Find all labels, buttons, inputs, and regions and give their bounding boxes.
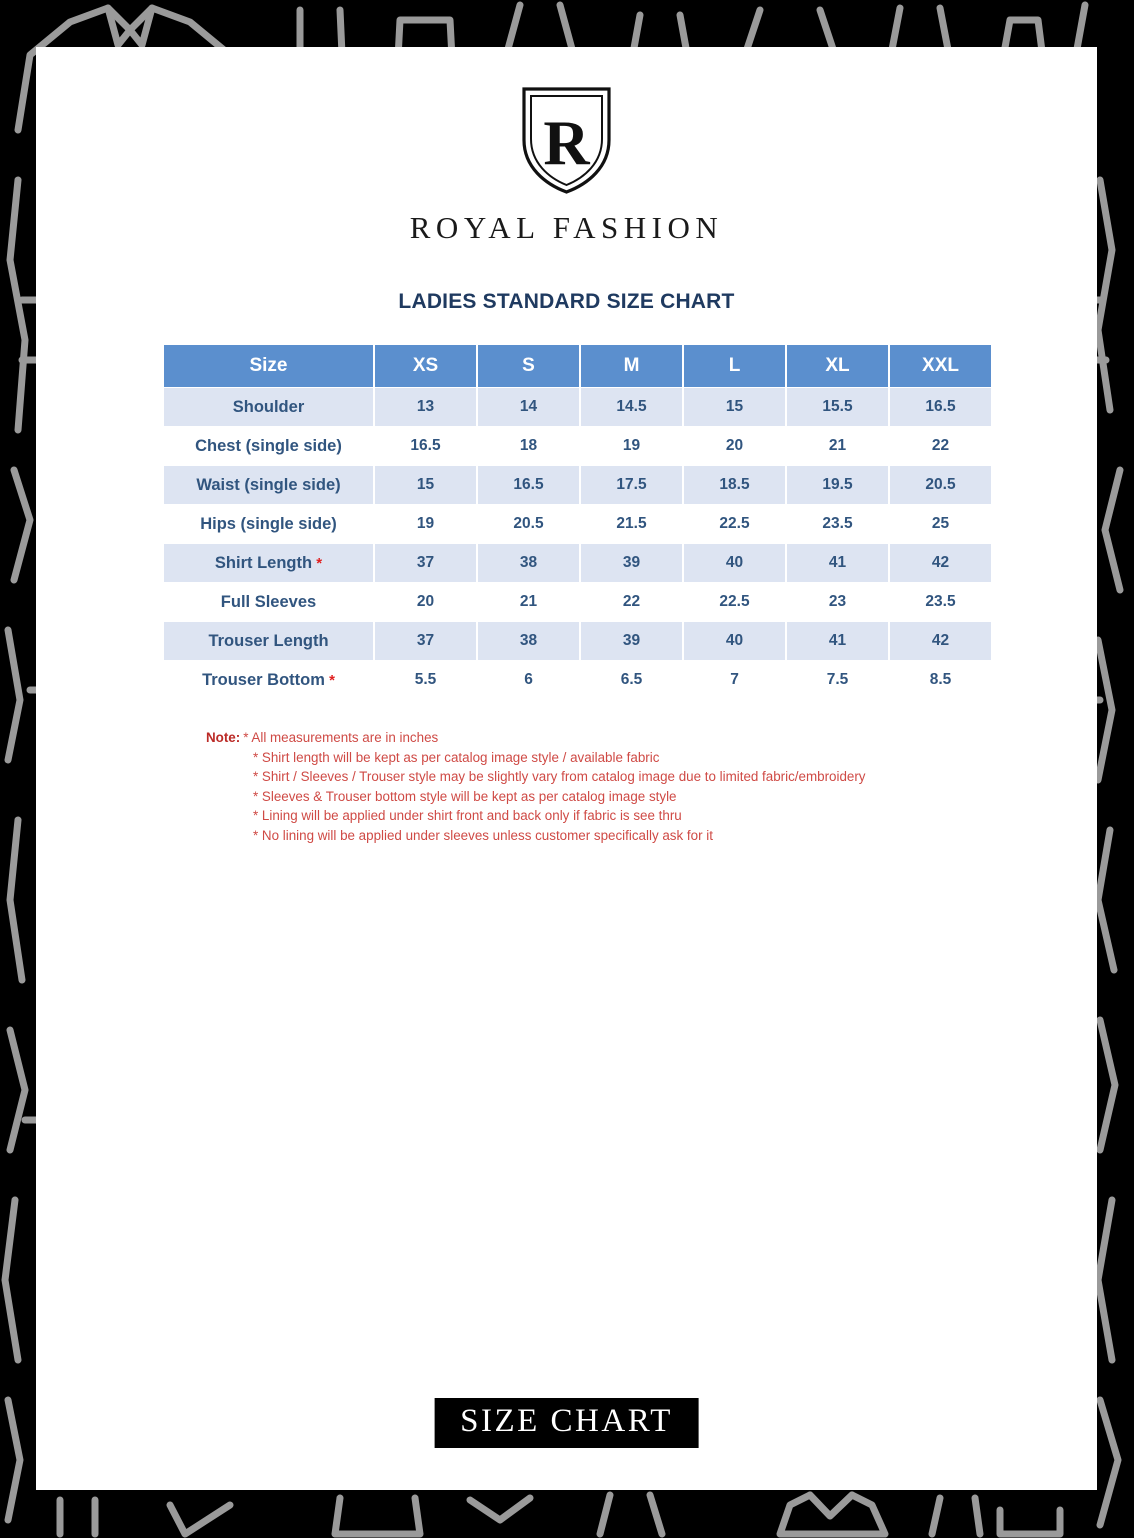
measurement-cell: 40 xyxy=(684,544,785,582)
note-line-1: * Shirt length will be kept as per catal… xyxy=(253,749,660,765)
measurement-cell: 6.5 xyxy=(581,661,682,699)
measurement-cell: 41 xyxy=(787,622,888,660)
column-header-s: S xyxy=(478,345,579,387)
measurement-cell: 8.5 xyxy=(890,661,991,699)
measurement-cell: 19 xyxy=(375,505,476,543)
column-header-xl: XL xyxy=(787,345,888,387)
measurement-cell: 14 xyxy=(478,388,579,426)
measurement-cell: 20.5 xyxy=(478,505,579,543)
measurement-cell: 7 xyxy=(684,661,785,699)
measurement-cell: 16.5 xyxy=(890,388,991,426)
measurement-cell: 15.5 xyxy=(787,388,888,426)
measurement-cell: 22 xyxy=(890,427,991,465)
note-line-3: * Sleeves & Trouser bottom style will be… xyxy=(253,788,677,804)
table-row: Waist (single side) 15 16.5 17.5 18.5 19.5 20.… xyxy=(164,466,991,504)
table-header-row: Size XS S M L XL XXL xyxy=(164,345,991,387)
measurement-cell: 7.5 xyxy=(787,661,888,699)
measurement-cell: 38 xyxy=(478,622,579,660)
table-row: Hips (single side) 19 20.5 21.5 22.5 23.5 25 xyxy=(164,505,991,543)
measurement-cell: 21.5 xyxy=(581,505,682,543)
note-line-0: Note: * All measurements are in inches xyxy=(206,728,866,748)
measurement-cell: 20 xyxy=(375,583,476,621)
brand-name: ROYAL FASHION xyxy=(409,210,724,245)
size-chart-card: R ROYAL FASHION LADIES STANDARD SIZE CHA… xyxy=(36,47,1097,1490)
measurement-cell: 37 xyxy=(375,544,476,582)
table-row: Shirt Length * 37 38 39 40 41 42 xyxy=(164,544,991,582)
column-header-xxl: XXL xyxy=(890,345,991,387)
measurement-cell: 5.5 xyxy=(375,661,476,699)
measurement-cell: 39 xyxy=(581,544,682,582)
column-header-size: Size xyxy=(164,345,373,387)
note-line-5: * No lining will be applied under sleeve… xyxy=(253,827,713,843)
measurement-cell: 37 xyxy=(375,622,476,660)
row-label: Full Sleeves xyxy=(164,583,373,621)
measurement-cell: 21 xyxy=(787,427,888,465)
measurement-cell: 6 xyxy=(478,661,579,699)
measurement-cell: 14.5 xyxy=(581,388,682,426)
shield-outline-icon: R xyxy=(522,87,611,194)
size-chart-banner: SIZE CHART xyxy=(434,1398,699,1448)
measurement-cell: 15 xyxy=(684,388,785,426)
measurement-cell: 23 xyxy=(787,583,888,621)
measurement-cell: 41 xyxy=(787,544,888,582)
measurement-cell: 22 xyxy=(581,583,682,621)
column-header-l: L xyxy=(684,345,785,387)
column-header-m: M xyxy=(581,345,682,387)
notes-block: Note: * All measurements are in inches * … xyxy=(206,728,866,846)
measurement-cell: 16.5 xyxy=(375,427,476,465)
measurement-cell: 42 xyxy=(890,544,991,582)
measurement-cell: 23.5 xyxy=(890,583,991,621)
measurement-cell: 39 xyxy=(581,622,682,660)
measurement-cell: 19.5 xyxy=(787,466,888,504)
page-title: LADIES STANDARD SIZE CHART xyxy=(398,290,735,313)
row-label: Shoulder xyxy=(164,388,373,426)
measurement-cell: 15 xyxy=(375,466,476,504)
table-row: Shoulder 13 14 14.5 15 15.5 16.5 xyxy=(164,388,991,426)
table-body: Shoulder 13 14 14.5 15 15.5 16.5 Chest (single … xyxy=(164,388,991,699)
measurement-cell: 23.5 xyxy=(787,505,888,543)
measurement-cell: 22.5 xyxy=(684,583,785,621)
table-row: Trouser Length 37 38 39 40 41 42 xyxy=(164,622,991,660)
table-row: Full Sleeves 20 21 22 22.5 23 23.5 xyxy=(164,583,991,621)
measurement-cell: 21 xyxy=(478,583,579,621)
column-header-xs: XS xyxy=(375,345,476,387)
svg-text:R: R xyxy=(543,107,590,178)
shield-r-monogram-icon: R xyxy=(518,84,615,202)
table-row: Trouser Bottom * 5.5 6 6.5 7 7.5 8.5 xyxy=(164,661,991,699)
measurement-cell: 17.5 xyxy=(581,466,682,504)
measurement-cell: 18 xyxy=(478,427,579,465)
brand-logo-block: R ROYAL FASHION xyxy=(36,84,1097,246)
asterisk-icon: * xyxy=(312,554,323,572)
measurement-cell: 42 xyxy=(890,622,991,660)
measurement-cell: 20 xyxy=(684,427,785,465)
measurement-cell: 13 xyxy=(375,388,476,426)
row-label: Shirt Length * xyxy=(164,544,373,582)
row-label: Hips (single side) xyxy=(164,505,373,543)
note-lead-label: Note: xyxy=(206,730,241,745)
table-row: Chest (single side) 16.5 18 19 20 21 22 xyxy=(164,427,991,465)
measurement-cell: 25 xyxy=(890,505,991,543)
measurement-cell: 19 xyxy=(581,427,682,465)
measurement-cell: 20.5 xyxy=(890,466,991,504)
row-label: Chest (single side) xyxy=(164,427,373,465)
row-label: Trouser Length xyxy=(164,622,373,660)
note-line-4: * Lining will be applied under shirt fro… xyxy=(253,808,682,824)
row-label: Waist (single side) xyxy=(164,466,373,504)
measurement-cell: 38 xyxy=(478,544,579,582)
row-label: Trouser Bottom * xyxy=(164,661,373,699)
measurement-cell: 40 xyxy=(684,622,785,660)
asterisk-icon: * xyxy=(324,671,335,689)
note-text-0: * All measurements are in inches xyxy=(243,730,439,745)
measurement-cell: 16.5 xyxy=(478,466,579,504)
size-chart-table: Size XS S M L XL XXL Shoulder 13 14 14.5 15 1… xyxy=(162,344,993,700)
measurement-cell: 22.5 xyxy=(684,505,785,543)
note-line-2: * Shirt / Sleeves / Trouser style may be… xyxy=(253,769,866,785)
measurement-cell: 18.5 xyxy=(684,466,785,504)
